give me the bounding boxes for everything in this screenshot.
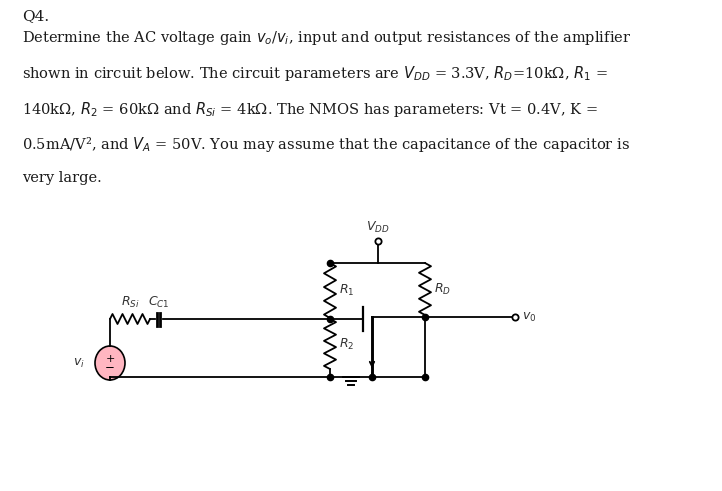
Text: shown in circuit below. The circuit parameters are $V_{DD}$ = 3.3V, $R_D$=10kΩ, : shown in circuit below. The circuit para… bbox=[22, 64, 608, 83]
Text: 0.5mA/V², and $V_A$ = 50V. You may assume that the capacitance of the capacitor : 0.5mA/V², and $V_A$ = 50V. You may assum… bbox=[22, 136, 630, 155]
Text: very large.: very large. bbox=[22, 171, 102, 185]
Text: $v_i$: $v_i$ bbox=[73, 356, 85, 370]
Text: $V_{DD}$: $V_{DD}$ bbox=[366, 220, 389, 235]
Ellipse shape bbox=[95, 346, 125, 380]
Text: −: − bbox=[105, 361, 115, 374]
Text: $v_0$: $v_0$ bbox=[522, 310, 536, 324]
Text: $R_D$: $R_D$ bbox=[434, 281, 451, 297]
Text: $R_2$: $R_2$ bbox=[339, 336, 355, 352]
Text: $C_{C1}$: $C_{C1}$ bbox=[148, 295, 169, 310]
Text: +: + bbox=[105, 354, 115, 363]
Text: Q4.: Q4. bbox=[22, 9, 49, 23]
Text: $R_1$: $R_1$ bbox=[339, 283, 355, 298]
Text: 140kΩ, $R_2$ = 60kΩ and $R_{Si}$ = 4kΩ. The NMOS has parameters: Vt = 0.4V, K =: 140kΩ, $R_2$ = 60kΩ and $R_{Si}$ = 4kΩ. … bbox=[22, 100, 598, 119]
Text: Determine the AC voltage gain $v_o$/$v_i$, input and output resistances of the a: Determine the AC voltage gain $v_o$/$v_i… bbox=[22, 29, 631, 47]
Text: $R_{Si}$: $R_{Si}$ bbox=[121, 295, 139, 310]
